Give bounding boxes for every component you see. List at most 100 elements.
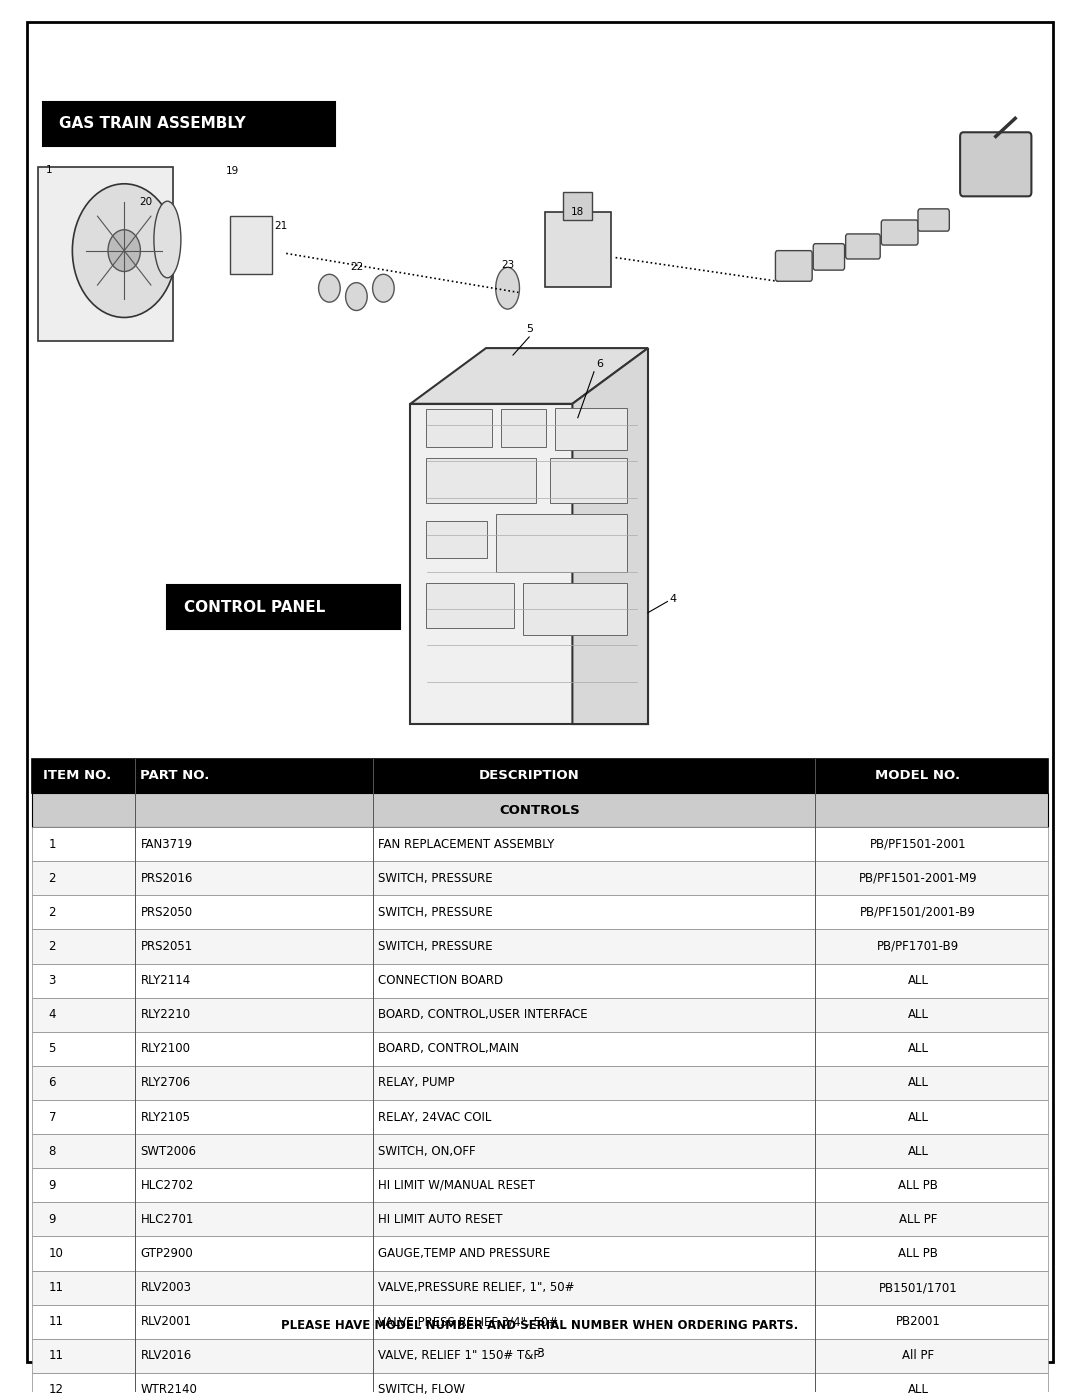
Text: 5: 5 — [526, 324, 532, 334]
Text: 2: 2 — [49, 940, 56, 953]
Ellipse shape — [496, 267, 519, 309]
Text: 1: 1 — [49, 838, 56, 851]
Text: PART NO.: PART NO. — [140, 770, 210, 782]
FancyBboxPatch shape — [550, 458, 627, 503]
Bar — [32, 895, 1048, 929]
Text: SWITCH, ON,OFF: SWITCH, ON,OFF — [378, 1144, 475, 1158]
Text: DESCRIPTION: DESCRIPTION — [478, 770, 580, 782]
Text: RELAY, PUMP: RELAY, PUMP — [378, 1077, 455, 1090]
Bar — [32, 827, 1048, 861]
Text: HLC2702: HLC2702 — [140, 1179, 193, 1192]
Text: ALL PB: ALL PB — [899, 1179, 937, 1192]
FancyBboxPatch shape — [523, 584, 627, 634]
FancyBboxPatch shape — [426, 584, 514, 629]
Text: 11: 11 — [49, 1281, 64, 1294]
Bar — [32, 929, 1048, 964]
FancyBboxPatch shape — [775, 250, 812, 281]
Text: BOARD, CONTROL,USER INTERFACE: BOARD, CONTROL,USER INTERFACE — [378, 1009, 588, 1021]
Text: HI LIMIT AUTO RESET: HI LIMIT AUTO RESET — [378, 1213, 502, 1227]
Text: 2: 2 — [49, 872, 56, 884]
Bar — [32, 1032, 1048, 1066]
Text: ALL: ALL — [907, 1111, 929, 1123]
FancyBboxPatch shape — [426, 409, 492, 447]
Text: SWITCH, FLOW: SWITCH, FLOW — [378, 1383, 465, 1397]
Text: ALL: ALL — [907, 1144, 929, 1158]
Text: MODEL NO.: MODEL NO. — [876, 770, 960, 782]
Circle shape — [108, 229, 140, 271]
FancyBboxPatch shape — [230, 215, 272, 274]
Text: RLV2003: RLV2003 — [140, 1281, 191, 1294]
Bar — [32, 1270, 1048, 1305]
Text: 3: 3 — [49, 974, 56, 988]
Circle shape — [72, 184, 176, 317]
Text: FAN3719: FAN3719 — [140, 838, 192, 851]
Bar — [32, 1305, 1048, 1338]
Text: GTP2900: GTP2900 — [140, 1248, 193, 1260]
Text: HI LIMIT W/MANUAL RESET: HI LIMIT W/MANUAL RESET — [378, 1179, 535, 1192]
Circle shape — [373, 274, 394, 302]
Text: PB1501/1701: PB1501/1701 — [879, 1281, 957, 1294]
Text: ALL: ALL — [907, 1042, 929, 1055]
Bar — [32, 997, 1048, 1032]
Bar — [32, 1066, 1048, 1099]
Text: 3: 3 — [536, 1347, 544, 1359]
FancyBboxPatch shape — [960, 133, 1031, 197]
Text: VALVE,PRESS RELIEF,3/4", 50#: VALVE,PRESS RELIEF,3/4", 50# — [378, 1315, 558, 1329]
Text: ALL: ALL — [907, 1009, 929, 1021]
Circle shape — [319, 274, 340, 302]
Bar — [32, 1168, 1048, 1203]
Bar — [32, 759, 1048, 793]
Text: ITEM NO.: ITEM NO. — [43, 770, 111, 782]
Text: PB2001: PB2001 — [895, 1315, 941, 1329]
Bar — [32, 1134, 1048, 1168]
Text: CONNECTION BOARD: CONNECTION BOARD — [378, 974, 503, 988]
Text: 23: 23 — [501, 260, 514, 270]
Text: 11: 11 — [49, 1315, 64, 1329]
Text: 8: 8 — [49, 1144, 56, 1158]
Text: PB/PF1701-B9: PB/PF1701-B9 — [877, 940, 959, 953]
FancyBboxPatch shape — [813, 243, 845, 270]
Text: 19: 19 — [226, 166, 239, 176]
Circle shape — [346, 282, 367, 310]
Text: 9: 9 — [49, 1213, 56, 1227]
Polygon shape — [572, 348, 648, 724]
FancyBboxPatch shape — [410, 404, 648, 724]
Text: 21: 21 — [274, 221, 287, 231]
Text: ALL: ALL — [907, 1077, 929, 1090]
Text: 2: 2 — [49, 905, 56, 919]
Text: SWITCH, PRESSURE: SWITCH, PRESSURE — [378, 872, 492, 884]
Text: ALL PB: ALL PB — [899, 1248, 937, 1260]
Bar — [32, 964, 1048, 997]
Ellipse shape — [154, 201, 181, 278]
Text: GAS TRAIN ASSEMBLY: GAS TRAIN ASSEMBLY — [59, 116, 246, 131]
Text: SWITCH, PRESSURE: SWITCH, PRESSURE — [378, 905, 492, 919]
Text: PRS2051: PRS2051 — [140, 940, 192, 953]
FancyBboxPatch shape — [496, 514, 627, 573]
Text: RLV2001: RLV2001 — [140, 1315, 191, 1329]
Text: WTR2140: WTR2140 — [140, 1383, 198, 1397]
Text: 11: 11 — [49, 1350, 64, 1362]
FancyBboxPatch shape — [846, 233, 880, 258]
Text: RLV2016: RLV2016 — [140, 1350, 191, 1362]
Text: 4: 4 — [670, 594, 677, 604]
Text: ALL: ALL — [907, 974, 929, 988]
Bar — [32, 793, 1048, 827]
Text: PLEASE HAVE MODEL NUMBER AND SERIAL NUMBER WHEN ORDERING PARTS.: PLEASE HAVE MODEL NUMBER AND SERIAL NUMB… — [282, 1319, 798, 1333]
Bar — [32, 1099, 1048, 1134]
Text: 7: 7 — [49, 1111, 56, 1123]
FancyBboxPatch shape — [563, 193, 592, 219]
Text: RLY2105: RLY2105 — [140, 1111, 190, 1123]
Bar — [32, 861, 1048, 895]
Polygon shape — [410, 348, 648, 404]
FancyBboxPatch shape — [27, 22, 1053, 1362]
Text: PRS2016: PRS2016 — [140, 872, 192, 884]
FancyBboxPatch shape — [501, 409, 546, 447]
Text: RLY2100: RLY2100 — [140, 1042, 190, 1055]
FancyBboxPatch shape — [918, 210, 949, 231]
Text: SWITCH, PRESSURE: SWITCH, PRESSURE — [378, 940, 492, 953]
Text: 20: 20 — [139, 197, 152, 207]
Text: CONTROL PANEL: CONTROL PANEL — [184, 599, 325, 615]
Bar — [32, 1203, 1048, 1236]
Bar — [32, 1373, 1048, 1397]
Text: HLC2701: HLC2701 — [140, 1213, 193, 1227]
